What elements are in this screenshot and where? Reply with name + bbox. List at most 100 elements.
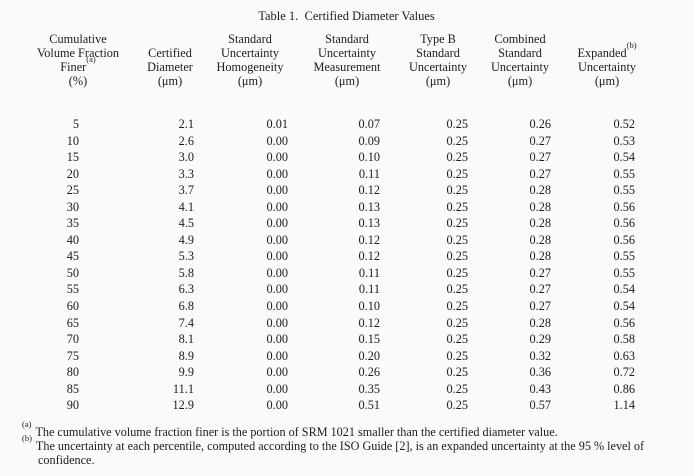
cell-type-b-uncertainty: 0.25 xyxy=(446,117,468,131)
cell-certified-diameter: 3.0 xyxy=(178,150,194,165)
header-line: Measurement xyxy=(313,60,381,74)
cell-type-b-uncertainty: 0.25 xyxy=(446,216,468,231)
footnote-b: (b)The uncertainty at each percentile, c… xyxy=(22,434,648,467)
table-row: 20 3.3 0.00 0.11 0.25 0.27 0.55 xyxy=(22,166,693,183)
cell-expanded-uncertainty: 0.56 xyxy=(613,199,635,214)
cell-uncertainty-homogeneity: 0.00 xyxy=(266,249,288,264)
footnote-marker-b: (b) xyxy=(626,39,637,50)
cell-uncertainty-homogeneity: 0.00 xyxy=(266,199,288,214)
cell-uncertainty-homogeneity: 0.00 xyxy=(266,282,288,297)
cell-expanded-uncertainty: 0.55 xyxy=(613,249,635,264)
cell-volume-fraction: 55 xyxy=(66,282,79,297)
cell-certified-diameter: 7.4 xyxy=(178,315,194,330)
cell-combined-uncertainty: 0.28 xyxy=(529,249,551,264)
cell-uncertainty-homogeneity: 0.00 xyxy=(266,381,288,396)
column-header-uncertainty-homogeneity: Standard Uncertainty Homogeneity (μm) xyxy=(206,32,294,88)
footnote-b-marker: (b) xyxy=(22,432,32,443)
cell-expanded-uncertainty: 0.56 xyxy=(613,216,635,231)
table-row: 40 4.9 0.00 0.12 0.25 0.28 0.56 xyxy=(22,232,693,249)
cell-type-b-uncertainty: 0.25 xyxy=(446,332,468,347)
column-header-type-b-uncertainty: Type B Standard Uncertainty (μm) xyxy=(400,32,476,88)
cell-combined-uncertainty: 0.43 xyxy=(529,381,551,396)
cell-type-b-uncertainty: 0.25 xyxy=(446,348,468,363)
cell-certified-diameter: 8.9 xyxy=(178,348,194,363)
header-line: Uncertainty xyxy=(317,46,377,60)
cell-volume-fraction: 80 xyxy=(66,365,79,380)
cell-type-b-uncertainty: 0.25 xyxy=(446,183,468,198)
cell-uncertainty-measurement: 0.07 xyxy=(358,117,380,131)
cell-combined-uncertainty: 0.36 xyxy=(529,365,551,380)
cell-certified-diameter: 8.1 xyxy=(178,332,194,347)
table-row: 10 2.6 0.00 0.09 0.25 0.27 0.53 xyxy=(22,133,693,150)
header-line: Standard xyxy=(325,32,369,46)
cell-uncertainty-measurement: 0.12 xyxy=(358,183,380,198)
table-row: 75 8.9 0.00 0.20 0.25 0.32 0.63 xyxy=(22,348,693,365)
cell-expanded-uncertainty: 0.54 xyxy=(613,282,635,297)
header-line: Cumulative xyxy=(49,32,107,46)
cell-expanded-uncertainty: 0.58 xyxy=(613,332,635,347)
cell-uncertainty-homogeneity: 0.00 xyxy=(266,216,288,231)
cell-uncertainty-measurement: 0.35 xyxy=(358,381,380,396)
table-row: 5 2.1 0.01 0.07 0.25 0.26 0.52 xyxy=(22,116,693,133)
cell-certified-diameter: 5.8 xyxy=(178,265,194,280)
cell-uncertainty-measurement: 0.11 xyxy=(358,265,380,280)
table-row: 15 3.0 0.00 0.10 0.25 0.27 0.54 xyxy=(22,149,693,166)
cell-volume-fraction: 25 xyxy=(66,183,79,198)
table-row: 70 8.1 0.00 0.15 0.25 0.29 0.58 xyxy=(22,331,693,348)
cell-certified-diameter: 4.9 xyxy=(178,232,194,247)
header-line: Uncertainty xyxy=(490,60,550,74)
cell-type-b-uncertainty: 0.25 xyxy=(446,265,468,280)
cell-combined-uncertainty: 0.28 xyxy=(529,315,551,330)
cell-certified-diameter: 5.3 xyxy=(178,249,194,264)
cell-expanded-uncertainty: 0.55 xyxy=(613,265,635,280)
cell-combined-uncertainty: 0.28 xyxy=(529,183,551,198)
cell-combined-uncertainty: 0.27 xyxy=(529,282,551,297)
cell-combined-uncertainty: 0.28 xyxy=(529,216,551,231)
cell-combined-uncertainty: 0.28 xyxy=(529,232,551,247)
table-body: 5 2.1 0.01 0.07 0.25 0.26 0.52 10 2.6 0.… xyxy=(22,116,693,414)
cell-expanded-uncertainty: 0.56 xyxy=(613,315,635,330)
cell-uncertainty-homogeneity: 0.00 xyxy=(266,183,288,198)
cell-uncertainty-homogeneity: 0.00 xyxy=(266,332,288,347)
table-row: 30 4.1 0.00 0.13 0.25 0.28 0.56 xyxy=(22,199,693,216)
header-line: Homogeneity xyxy=(216,60,284,74)
header-unit: (μm) xyxy=(594,74,620,88)
column-header-volume-fraction: Cumulative Volume Fraction Finer(a) (%) xyxy=(22,32,134,88)
footnote-a-marker: (a) xyxy=(22,418,32,429)
cell-uncertainty-measurement: 0.26 xyxy=(358,365,380,380)
cell-uncertainty-homogeneity: 0.01 xyxy=(266,117,288,131)
table-row: 85 11.1 0.00 0.35 0.25 0.43 0.86 xyxy=(22,381,693,398)
cell-volume-fraction: 70 xyxy=(66,332,79,347)
cell-uncertainty-homogeneity: 0.00 xyxy=(266,133,288,148)
cell-volume-fraction: 50 xyxy=(66,265,79,280)
cell-certified-diameter: 4.1 xyxy=(178,199,194,214)
cell-uncertainty-homogeneity: 0.00 xyxy=(266,348,288,363)
cell-uncertainty-homogeneity: 0.00 xyxy=(266,232,288,247)
footnote-a-text: The cumulative volume fraction finer is … xyxy=(35,424,558,439)
header-line: Standard xyxy=(228,32,272,46)
cell-volume-fraction: 20 xyxy=(66,166,79,181)
cell-type-b-uncertainty: 0.25 xyxy=(446,365,468,380)
cell-type-b-uncertainty: 0.25 xyxy=(446,299,468,314)
cell-uncertainty-measurement: 0.11 xyxy=(358,282,380,297)
cell-type-b-uncertainty: 0.25 xyxy=(446,249,468,264)
table-row: 90 12.9 0.00 0.51 0.25 0.57 1.14 xyxy=(22,397,693,414)
header-unit: (μm) xyxy=(425,74,451,88)
cell-type-b-uncertainty: 0.25 xyxy=(446,315,468,330)
cell-volume-fraction: 65 xyxy=(66,315,79,330)
cell-certified-diameter: 2.1 xyxy=(178,117,194,131)
cell-certified-diameter: 4.5 xyxy=(178,216,194,231)
header-unit: (μm) xyxy=(237,74,263,88)
cell-expanded-uncertainty: 0.86 xyxy=(613,381,635,396)
cell-uncertainty-measurement: 0.15 xyxy=(358,332,380,347)
table-row: 35 4.5 0.00 0.13 0.25 0.28 0.56 xyxy=(22,215,693,232)
cell-certified-diameter: 6.3 xyxy=(178,282,194,297)
header-unit: (%) xyxy=(68,74,88,88)
cell-expanded-uncertainty: 0.56 xyxy=(613,232,635,247)
cell-certified-diameter: 6.8 xyxy=(178,299,194,314)
cell-type-b-uncertainty: 0.25 xyxy=(446,282,468,297)
cell-certified-diameter: 3.3 xyxy=(178,166,194,181)
footnotes: (a)The cumulative volume fraction finer … xyxy=(22,420,648,467)
cell-expanded-uncertainty: 0.52 xyxy=(613,117,635,131)
